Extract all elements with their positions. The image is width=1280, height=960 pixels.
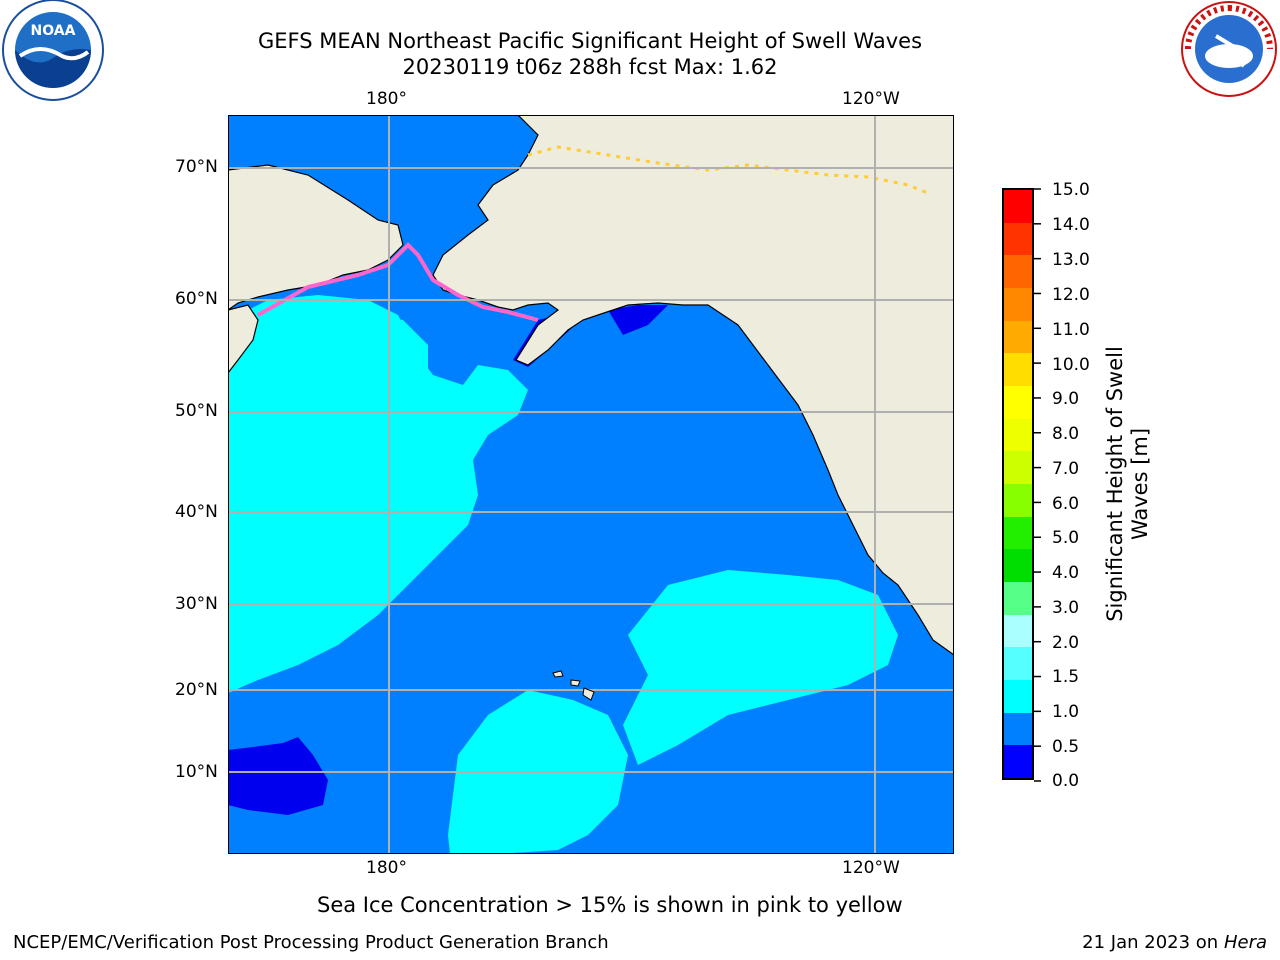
colorbar-segment: [1004, 680, 1032, 713]
land-north-america: [432, 115, 954, 656]
hawaii-islands: [552, 670, 595, 701]
sea-ice-edge: [257, 242, 539, 322]
sea-ice-edge-north: [527, 145, 929, 195]
noaa-logo-text: NOAA: [31, 23, 76, 39]
low-swell-southeast: [608, 305, 668, 335]
colorbar-segment: [1004, 549, 1032, 583]
colorbar-tick: 4.0: [1052, 563, 1080, 583]
colorbar-segment: [1004, 614, 1032, 648]
colorbar-label-line1: Significant Height of Swell: [1103, 346, 1127, 622]
lat-tick-30n: 30°N: [175, 594, 218, 614]
colorbar-segment: [1004, 516, 1032, 550]
colorbar-tick: 12.0: [1052, 285, 1090, 305]
colorbar-label-line2: Waves [m]: [1128, 427, 1152, 541]
colorbar-segment: [1004, 353, 1032, 387]
colorbar-tick: 8.0: [1052, 424, 1080, 444]
lon-tick-top-180: 180°: [366, 89, 407, 109]
swell-region-east: [623, 570, 898, 765]
colorbar: [1002, 188, 1034, 780]
footer-left: NCEP/EMC/Verification Post Processing Pr…: [13, 932, 609, 953]
colorbar-segment: [1004, 484, 1032, 517]
lon-tick-top-120w: 120°W: [842, 89, 900, 109]
colorbar-tick: 11.0: [1052, 320, 1090, 340]
swell-region-north: [318, 310, 428, 415]
colorbar-tick: 0.0: [1052, 771, 1080, 791]
colorbar-tick: 10.0: [1052, 355, 1090, 375]
lat-tick-70n: 70°N: [175, 157, 218, 177]
lon-tick-bottom-120w: 120°W: [842, 858, 900, 878]
chart-title-line2: 20230119 t06z 288h fcst Max: 1.62: [402, 55, 778, 79]
colorbar-tick: 7.0: [1052, 459, 1080, 479]
colorbar-segment: [1004, 418, 1032, 452]
footer-right-date: 21 Jan 2023 on: [1082, 932, 1224, 953]
nws-logo: [1178, 0, 1280, 100]
colorbar-segment: [1004, 712, 1032, 746]
colorbar-tick-marks: [1034, 188, 1041, 782]
colorbar-segment: [1004, 582, 1032, 615]
lat-tick-40n: 40°N: [175, 502, 218, 522]
swell-region-west: [228, 295, 528, 693]
noaa-logo: NOAA: [0, 0, 106, 106]
colorbar-tick: 5.0: [1052, 528, 1080, 548]
colorbar-segment: [1004, 386, 1032, 419]
footer-right-host: Hera: [1223, 932, 1267, 953]
colorbar-segment: [1004, 320, 1032, 354]
lat-tick-10n: 10°N: [175, 762, 218, 782]
map-panel: [228, 115, 954, 854]
colorbar-tick: 1.0: [1052, 702, 1080, 722]
colorbar-tick: 13.0: [1052, 250, 1090, 270]
chart-title-line1: GEFS MEAN Northeast Pacific Significant …: [257, 29, 923, 53]
land-sw-coast: [228, 304, 259, 374]
colorbar-segment: [1004, 745, 1032, 779]
footer-right: 21 Jan 2023 on Hera: [1082, 932, 1267, 954]
colorbar-tick: 15.0: [1052, 180, 1090, 200]
lat-tick-60n: 60°N: [175, 289, 218, 309]
lat-tick-20n: 20°N: [175, 680, 218, 700]
colorbar-tick: 2.0: [1052, 633, 1080, 653]
colorbar-segment: [1004, 190, 1032, 223]
colorbar-segment: [1004, 255, 1032, 289]
lat-tick-50n: 50°N: [175, 401, 218, 421]
colorbar-tick: 0.5: [1052, 737, 1080, 757]
lon-tick-bottom-180: 180°: [366, 858, 407, 878]
colorbar-tick: 9.0: [1052, 389, 1080, 409]
sea-ice-note: Sea Ice Concentration > 15% is shown in …: [317, 893, 903, 917]
colorbar-segment: [1004, 647, 1032, 681]
colorbar-segment: [1004, 288, 1032, 321]
colorbar-tick: 6.0: [1052, 494, 1080, 514]
colorbar-segment: [1004, 451, 1032, 485]
colorbar-tick: 14.0: [1052, 215, 1090, 235]
colorbar-tick: 1.5: [1052, 667, 1080, 687]
colorbar-segment: [1004, 222, 1032, 256]
colorbar-tick: 3.0: [1052, 598, 1080, 618]
map-grid: [228, 115, 954, 854]
low-swell-southwest: [228, 737, 328, 815]
